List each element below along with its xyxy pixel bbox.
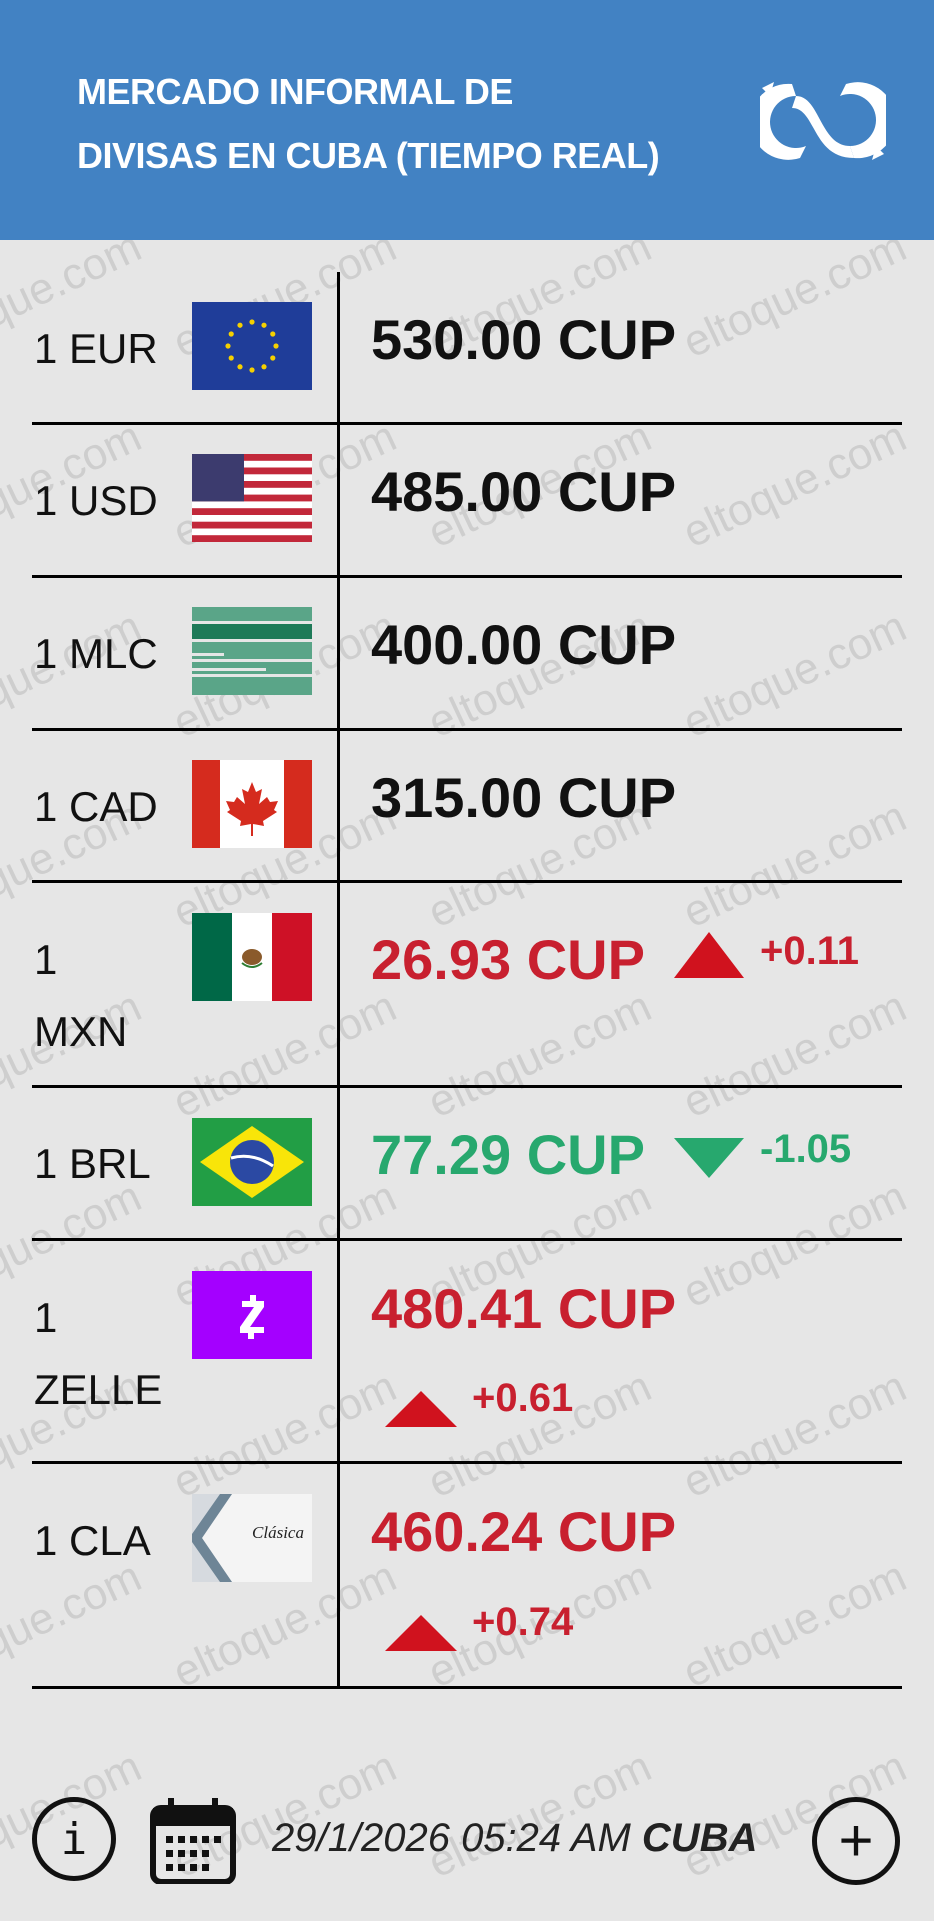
row-divider — [32, 1461, 902, 1464]
watermark-text: eltoque.com — [420, 981, 659, 1128]
row-divider — [32, 880, 902, 883]
watermark-text: eltoque.com — [165, 1361, 404, 1508]
us-flag-icon — [192, 454, 312, 542]
watermark-text: eltoque.com — [675, 601, 914, 748]
row-divider — [32, 1238, 902, 1241]
calendar-day — [202, 1850, 209, 1857]
clasica-card-icon: Clásica — [192, 1494, 312, 1582]
rate-value: 480.41 CUP — [371, 1277, 677, 1340]
rate-value: 77.29 CUP — [371, 1123, 645, 1186]
brazil-flag-icon — [192, 1118, 312, 1206]
calendar-day — [190, 1836, 197, 1843]
rate-value: 485.00 CUP — [371, 460, 677, 523]
page-title: MERCADO INFORMAL DE DIVISAS EN CUBA (TIE… — [77, 60, 757, 188]
update-region: CUBA — [641, 1816, 758, 1860]
currency-label: 1 MLC — [34, 630, 158, 677]
trend-up-icon — [385, 1615, 457, 1651]
mexico-flag-icon — [192, 913, 312, 1001]
calendar-day — [178, 1850, 185, 1857]
row-divider — [32, 728, 902, 731]
rate-value: 26.93 CUP — [371, 928, 645, 991]
trend-up-icon — [674, 932, 744, 978]
svg-text:Clásica: Clásica — [252, 1523, 304, 1542]
eu-star — [237, 322, 243, 328]
eu-star — [237, 364, 243, 370]
eu-flag-icon — [192, 302, 312, 390]
rate-change: +0.74 — [472, 1600, 574, 1644]
rate-value: 315.00 CUP — [371, 766, 677, 829]
row-divider — [32, 575, 902, 578]
plus-icon: + — [838, 1807, 874, 1874]
calendar-day — [202, 1836, 209, 1843]
currency-label: 1 USD — [34, 477, 158, 524]
currency-label: 1 EUR — [34, 325, 158, 372]
currency-label: 1 ZELLE — [34, 1282, 194, 1426]
calendar-day — [166, 1850, 173, 1857]
calendar-icon[interactable] — [150, 1798, 236, 1884]
currency-label-code: ZELLE — [34, 1366, 163, 1413]
rate-value: 530.00 CUP — [371, 308, 677, 371]
eu-star — [261, 322, 267, 328]
currency-label-amount: 1 — [34, 1294, 58, 1341]
currency-label: 1 BRL — [34, 1140, 151, 1187]
row-divider — [32, 1686, 902, 1689]
currency-label: 1 CLA — [34, 1517, 151, 1564]
title-line-1: MERCADO INFORMAL DE — [77, 71, 513, 112]
eu-star — [228, 331, 234, 337]
eu-star — [270, 355, 276, 361]
last-updated: 29/1/2026 05:24 AM CUBA — [272, 1816, 757, 1861]
watermark-text: eltoque.com — [675, 240, 914, 368]
calendar-day — [214, 1836, 221, 1843]
watermark-text: eltoque.com — [675, 791, 914, 938]
currency-label: 1 CAD — [34, 783, 158, 830]
watermark-text: eltoque.com — [675, 1551, 914, 1698]
eu-star — [249, 367, 255, 373]
row-divider — [32, 1085, 902, 1088]
rate-change: -1.05 — [760, 1127, 852, 1171]
zelle-logo-icon — [192, 1271, 312, 1359]
eu-star — [228, 355, 234, 361]
watermark-text: eltoque.com — [165, 981, 404, 1128]
calendar-day — [190, 1850, 197, 1857]
currency-label: 1 MXN — [34, 924, 174, 1068]
calendar-day — [190, 1864, 197, 1871]
rate-change: +0.61 — [472, 1376, 574, 1420]
calendar-day — [178, 1864, 185, 1871]
eu-star — [270, 331, 276, 337]
row-divider — [32, 422, 902, 425]
rate-change: +0.11 — [760, 929, 860, 973]
canada-flag-icon — [192, 760, 312, 848]
rate-value: 460.24 CUP — [371, 1500, 677, 1563]
watermark-text: eltoque.com — [675, 981, 914, 1128]
currency-label-code: MXN — [34, 1008, 128, 1055]
rate-value: 400.00 CUP — [371, 613, 677, 676]
update-datetime: 29/1/2026 05:24 AM — [272, 1816, 631, 1860]
watermark-text: eltoque.com — [675, 411, 914, 558]
mlc-card-icon — [192, 607, 312, 695]
eltoque-logo-icon[interactable] — [760, 76, 886, 166]
watermark-text: eltoque.com — [675, 1361, 914, 1508]
info-icon: i — [60, 1814, 88, 1865]
calendar-day — [202, 1864, 209, 1871]
info-button[interactable]: i — [32, 1797, 116, 1881]
calendar-day — [178, 1836, 185, 1843]
watermark-text: eltoque.com — [420, 1741, 659, 1888]
watermark-text: eltoque.com — [675, 1171, 914, 1318]
eu-star — [225, 343, 231, 349]
eu-star — [249, 319, 255, 325]
calendar-day — [166, 1864, 173, 1871]
column-divider — [337, 272, 340, 1688]
currency-label-amount: 1 — [34, 936, 58, 983]
app-header: MERCADO INFORMAL DE DIVISAS EN CUBA (TIE… — [0, 0, 934, 240]
trend-up-icon — [385, 1391, 457, 1427]
eu-star — [261, 364, 267, 370]
title-line-2: DIVISAS EN CUBA (TIEMPO REAL) — [77, 135, 660, 176]
calendar-day — [166, 1836, 173, 1843]
add-button[interactable]: + — [812, 1797, 900, 1885]
trend-down-icon — [674, 1138, 744, 1178]
eu-star — [273, 343, 279, 349]
